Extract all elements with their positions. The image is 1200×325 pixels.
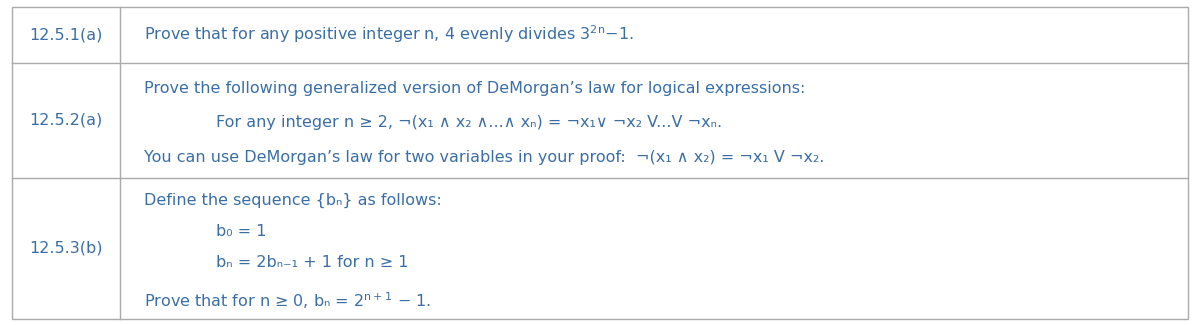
Text: 12.5.2(a): 12.5.2(a) bbox=[29, 113, 103, 128]
Text: Prove the following generalized version of DeMorgan’s law for logical expression: Prove the following generalized version … bbox=[144, 81, 805, 96]
Text: 12.5.1(a): 12.5.1(a) bbox=[29, 27, 103, 42]
Text: 12.5.3(b): 12.5.3(b) bbox=[29, 241, 103, 256]
Text: Prove that for n ≥ 0, bₙ = 2$^{\mathregular{n+1}}$ − 1.: Prove that for n ≥ 0, bₙ = 2$^{\mathregu… bbox=[144, 290, 431, 311]
Text: For any integer n ≥ 2, ¬(x₁ ∧ x₂ ∧...∧ xₙ) = ¬x₁∨ ¬x₂ V...V ¬xₙ.: For any integer n ≥ 2, ¬(x₁ ∧ x₂ ∧...∧ x… bbox=[216, 115, 722, 130]
Text: Prove that for any positive integer n, 4 evenly divides 3$^{\mathregular{2n}}$−1: Prove that for any positive integer n, 4… bbox=[144, 24, 634, 46]
Text: b₀ = 1: b₀ = 1 bbox=[216, 224, 266, 239]
Text: You can use DeMorgan’s law for two variables in your proof:  ¬(x₁ ∧ x₂) = ¬x₁ V : You can use DeMorgan’s law for two varia… bbox=[144, 150, 824, 165]
Text: Define the sequence {bₙ} as follows:: Define the sequence {bₙ} as follows: bbox=[144, 193, 442, 208]
Text: bₙ = 2bₙ₋₁ + 1 for n ≥ 1: bₙ = 2bₙ₋₁ + 1 for n ≥ 1 bbox=[216, 255, 408, 270]
